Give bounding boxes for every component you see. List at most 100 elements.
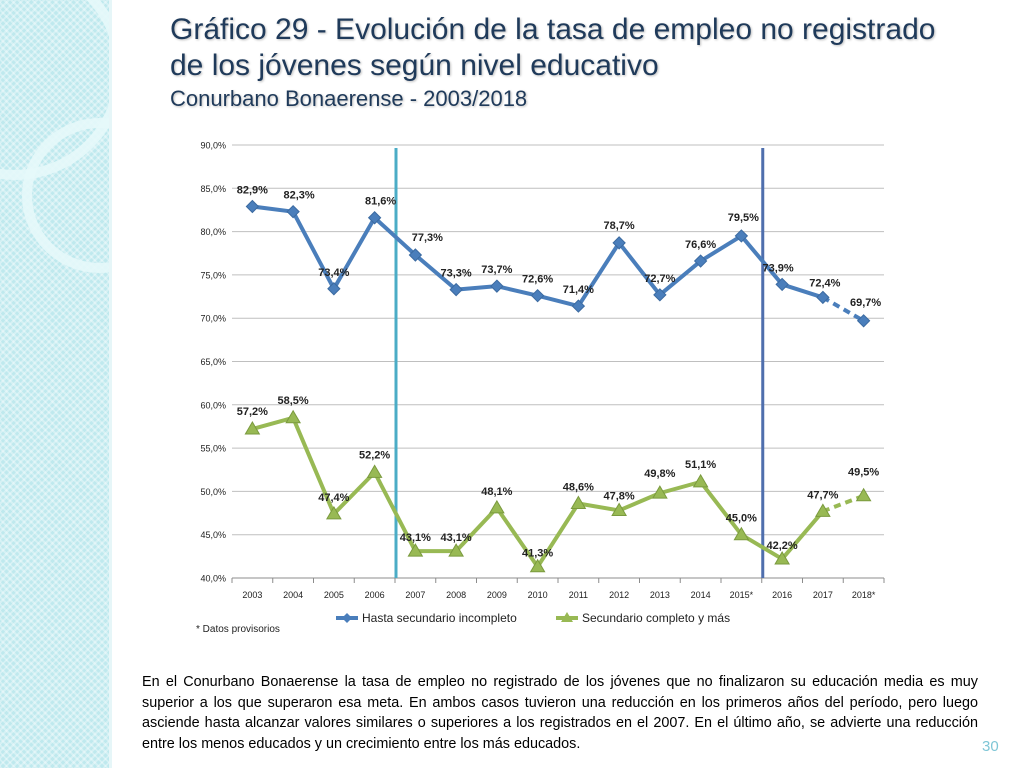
data-point (490, 279, 504, 293)
data-point (366, 464, 383, 478)
data-point (285, 409, 301, 424)
data-label: 47,7% (807, 489, 838, 501)
y-tick-label: 85,0% (200, 184, 226, 194)
data-label: 57,2% (237, 406, 268, 418)
x-tick-label: 2005 (324, 590, 344, 600)
x-tick-label: 2015* (730, 590, 754, 600)
legend-label: Secundario completo y más (582, 611, 730, 625)
data-point (733, 526, 750, 541)
data-label: 72,7% (644, 273, 675, 285)
series-line-provisional (821, 295, 865, 323)
x-tick-label: 2008 (446, 590, 466, 600)
data-point (692, 473, 709, 488)
description-paragraph: En el Conurbano Bonaerense la tasa de em… (142, 674, 978, 752)
data-label: 77,3% (412, 232, 443, 244)
data-point (855, 487, 872, 502)
data-point (815, 503, 831, 517)
y-tick-label: 70,0% (200, 314, 226, 324)
data-point (571, 299, 586, 313)
y-tick-label: 40,0% (200, 574, 226, 584)
data-label: 69,7% (850, 297, 881, 309)
data-label: 81,6% (365, 196, 396, 208)
data-point (734, 229, 749, 243)
legend-marker (561, 612, 573, 622)
data-point (408, 248, 423, 262)
x-tick-label: 2009 (487, 590, 507, 600)
data-point (529, 558, 546, 573)
data-point (693, 254, 708, 268)
data-point (570, 495, 587, 510)
chart-footnote: * Datos provisorios (196, 624, 280, 635)
data-point (653, 288, 667, 302)
data-label: 43,1% (400, 532, 431, 544)
data-point (244, 421, 261, 435)
title-line-1: Gráfico 29 - Evolución de la tasa de emp… (170, 13, 936, 46)
data-label: 71,4% (563, 284, 594, 296)
data-point (856, 314, 871, 328)
series-line-provisional (822, 493, 865, 514)
data-point (327, 282, 341, 296)
data-point (652, 485, 668, 499)
data-point (367, 211, 382, 225)
data-label: 72,6% (522, 274, 553, 286)
data-label: 72,4% (809, 277, 840, 289)
x-tick-label: 2018* (852, 590, 876, 600)
data-label: 58,5% (278, 395, 309, 407)
y-tick-label: 75,0% (200, 270, 226, 280)
data-point (407, 543, 424, 557)
legend-label: Hasta secundario incompleto (362, 611, 517, 625)
y-tick-label: 50,0% (200, 487, 226, 497)
data-point (286, 204, 300, 219)
y-tick-label: 90,0% (200, 141, 226, 151)
x-tick-label: 2010 (528, 590, 548, 600)
data-label: 82,9% (237, 184, 268, 196)
x-tick-label: 2012 (609, 590, 629, 600)
x-tick-label: 2013 (650, 590, 670, 600)
data-point (449, 282, 463, 297)
data-point (530, 288, 545, 303)
data-point (611, 502, 627, 516)
page-number: 30 (982, 738, 999, 755)
data-label: 51,1% (685, 459, 716, 471)
data-point (816, 290, 830, 305)
data-label: 43,1% (441, 532, 472, 544)
y-tick-label: 65,0% (200, 357, 226, 367)
x-tick-label: 2017 (813, 590, 833, 600)
line-chart: 40,0% 45,0% 50,0% 55,0% 60,0% 65,0% 70,0% 75,0%… (196, 141, 885, 635)
data-label: 79,5% (728, 212, 759, 224)
y-tick-label: 45,0% (200, 530, 226, 540)
data-label: 42,2% (767, 540, 798, 552)
data-label: 52,2% (359, 449, 390, 461)
data-label: 73,7% (481, 264, 512, 276)
data-point (489, 499, 505, 514)
y-tick-label: 60,0% (200, 400, 226, 410)
data-label: 49,5% (848, 467, 879, 479)
x-tick-label: 2011 (569, 590, 588, 600)
data-point (775, 277, 789, 292)
y-tick-label: 80,0% (200, 227, 226, 237)
data-label: 48,6% (563, 482, 594, 494)
slide-title: Gráfico 29 - Evolución de la tasa de emp… (170, 12, 1000, 114)
x-tick-label: 2016 (772, 590, 792, 600)
x-tick-label: 2006 (365, 590, 385, 600)
x-tick-label: 2003 (242, 590, 262, 600)
x-tick-label: 2004 (283, 590, 303, 600)
data-label: 73,9% (763, 262, 794, 274)
data-label: 47,8% (604, 490, 635, 502)
data-point (612, 236, 626, 250)
title-subtitle: Conurbano Bonaerense - 2003/2018 (170, 86, 528, 111)
x-tick-label: 2007 (405, 590, 425, 600)
data-label: 41,3% (522, 548, 553, 560)
data-point (448, 543, 464, 557)
data-label: 48,1% (481, 486, 512, 498)
data-label: 73,3% (441, 268, 472, 280)
title-line-2: de los jóvenes según nivel educativo (170, 49, 659, 82)
data-label: 78,7% (604, 220, 635, 232)
data-label: 76,6% (685, 239, 716, 251)
legend-marker (342, 613, 352, 623)
data-point (245, 199, 260, 214)
data-label: 49,8% (644, 468, 675, 480)
data-label: 47,4% (318, 492, 349, 504)
decorative-sidebar (0, 0, 112, 768)
data-label: 82,3% (284, 190, 315, 202)
